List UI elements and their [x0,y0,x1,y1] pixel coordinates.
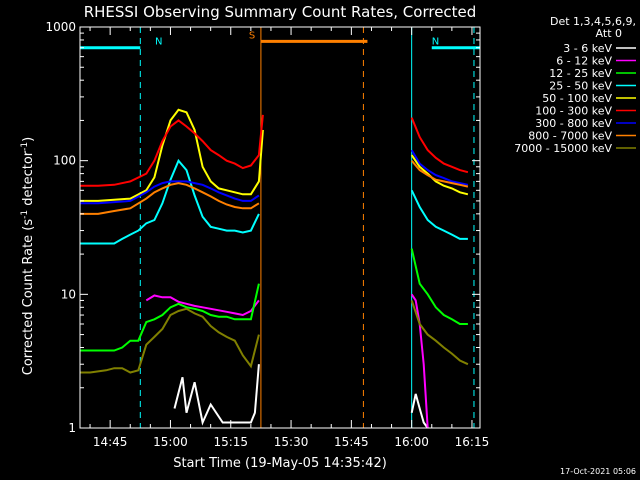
series-line [80,158,260,245]
series-line [145,294,260,317]
flag-label: S [249,30,255,41]
x-tick-label: 15:45 [334,435,369,449]
legend-label: 7000 - 15000 keV [514,142,612,155]
x-tick-label: 14:45 [93,435,128,449]
y-axis-ticks: 1 10 100 1000 [45,20,480,435]
series-line [410,160,469,188]
chart-title: RHESSI Observing Summary Count Rates, Co… [84,3,477,21]
x-axis-label: Start Time (19-May-05 14:35:42) [173,456,387,471]
legend-label: 3 - 6 keV [563,42,612,55]
series-line [80,114,264,187]
legend-label: 100 - 300 keV [535,105,612,118]
y-tick-label: 100 [53,154,76,168]
x-tick-label: 16:15 [455,435,490,449]
series-line [80,108,264,202]
x-axis-ticks: 14:45 15:00 15:15 15:30 15:45 16:00 16:15 [89,27,490,449]
series-line [410,149,469,186]
series-line [410,393,429,429]
legend-label: 25 - 50 keV [549,80,612,93]
y-tick-label: 1 [68,421,76,435]
x-tick-label: 15:30 [274,435,309,449]
legend-label: 800 - 7000 keV [528,130,612,143]
x-tick-label: 16:00 [394,435,429,449]
flag-layer: N NS [80,30,480,50]
y-tick-label: 1000 [45,20,76,34]
flag-label: N [432,37,439,48]
legend-label: 12 - 25 keV [549,67,612,80]
y-axis-label: Corrected Count Rate (s-1 detector-1) [20,137,36,375]
series-line [410,117,469,174]
series-line [80,182,260,215]
series-line [80,283,260,352]
series-line [410,189,468,240]
legend-header-line-1: Det 1,3,4,5,6,9, [550,15,636,28]
legend-header-line-2: Att 0 [596,27,622,40]
flag-label: N [155,37,162,48]
series-line [80,180,260,205]
timestamp: 17-Oct-2021 05:06 [560,467,636,476]
x-tick-label: 15:15 [213,435,248,449]
series-line [410,154,469,196]
legend-label: 50 - 100 keV [542,92,612,105]
series-line [80,307,260,374]
plot-area: N N S 1 10 100 1000 14:45 15:00 15:15 15:30 15:45… [45,20,489,449]
series-line [173,364,260,426]
x-tick-label: 15:00 [153,435,188,449]
legend-label: 300 - 800 keV [535,117,612,130]
legend-label: 6 - 12 keV [556,55,612,68]
plot-frame [79,26,481,429]
series-line [410,300,469,366]
y-tick-label: 10 [61,287,76,301]
series-line [410,248,468,325]
series-layer [80,108,469,429]
